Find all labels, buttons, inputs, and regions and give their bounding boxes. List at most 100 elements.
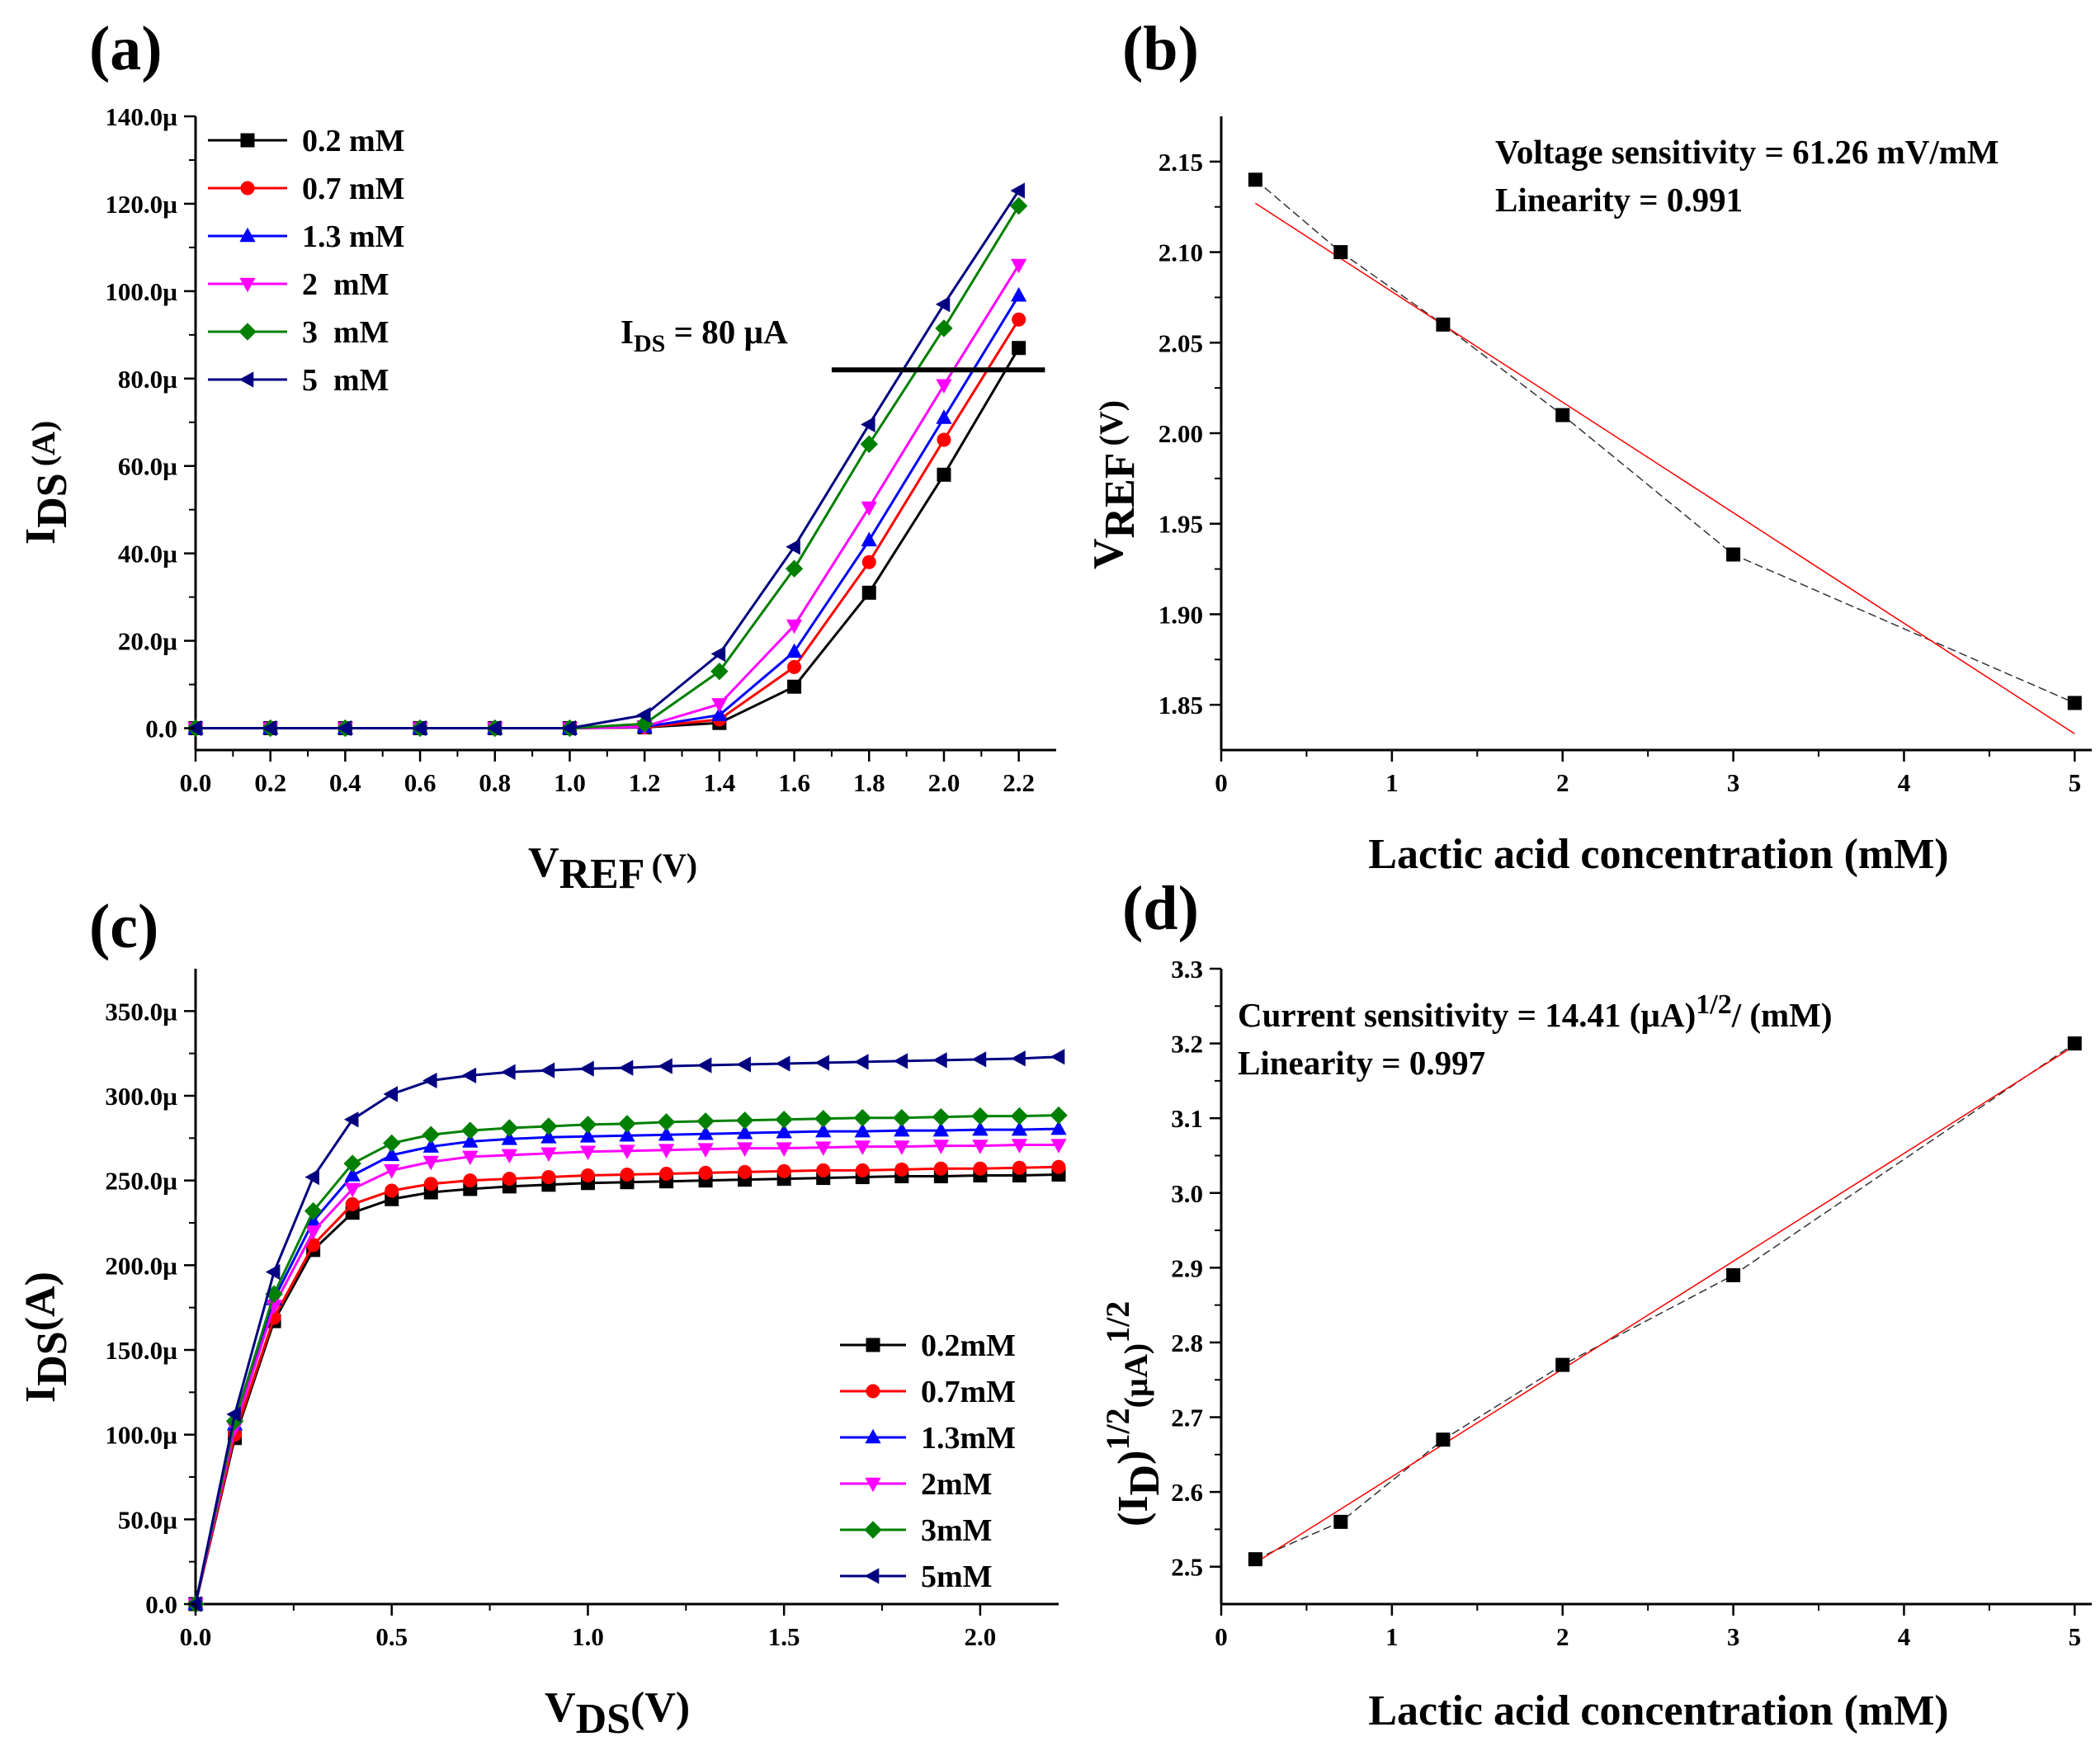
pd-x-tick-label: 5 [2069,1622,2082,1651]
pc-x-tick-label: 0.0 [180,1622,212,1651]
pd-connecting-line [1255,1042,2075,1560]
panel-a-x-ticks: 0.0 0.2 0.4 0.6 0.8 1.0 1.2 1.4 1.6 1.8 2.0 2.2 [180,750,1035,797]
panel-a-label: (a) [89,14,163,83]
pc-data-point [343,1154,361,1173]
panel-d-x-ticks: 0 1 2 3 4 5 [1215,1604,2081,1651]
pc-data-point [501,1064,516,1080]
pa-data-point [711,706,728,721]
pc-data-point [776,1142,792,1157]
pc-data-point [776,1123,792,1139]
panel-c: (c) 0.0 0.5 1.0 1.5 2.0 0.0 50.0µ 100.0µ 150.0µ… [17,892,1068,1743]
panel-d-y-axis-label: (ID)1/2(µA)1/2 [1099,1301,1168,1527]
pc-legend-label: 2mM [921,1467,993,1502]
pc-data-point [500,1119,519,1137]
pa-legend-entry: 3 mM [208,315,389,350]
pc-data-point [422,1072,437,1089]
pc-data-point [932,1121,950,1137]
pd-data-point [1555,1357,1570,1372]
pa-legend-label: 0.7 mM [302,172,405,206]
pa-data-point [262,720,276,737]
pc-y-tick-label: 100.0µ [105,1421,177,1450]
pa-data-point [1012,341,1026,356]
pc-data-point [502,1172,517,1187]
pc-x-tick-label: 0.5 [375,1622,408,1651]
pc-data-point [304,1168,319,1186]
pc-y-tick-label: 0.0 [145,1590,177,1619]
pc-data-point [1050,1049,1065,1065]
pb-y-tick-label: 2.00 [1159,419,1203,448]
pa-data-point [935,296,951,313]
pc-data-point [304,1225,322,1240]
pc-legend-entry: 1.3mM [840,1421,1016,1456]
pc-data-point [1010,1107,1029,1125]
pa-legend-entry: 1.3 mM [208,219,405,254]
panel-d-x-axis-label: Lactic acid concentration (mM) [1368,1687,1948,1734]
panel-d-text-sensitivity: Current sensitivity = 14.41 (µA)1/2/ (mM… [1238,989,1833,1034]
panel-c-x-axis-label: VDS(V) [545,1684,690,1743]
pc-data-point [893,1108,911,1127]
pa-y-tick-label: 40.0µ [118,540,177,569]
panel-b-label: (b) [1122,14,1199,83]
pc-legend-marker [865,1477,881,1493]
panel-a-annotation: IDS = 80 µA [621,313,788,357]
pb-x-tick-label: 4 [1898,768,1911,797]
pc-series-5 [186,1049,1065,1612]
pc-data-point [383,1134,401,1153]
pa-legend-label: 1.3 mM [302,219,405,254]
pc-legend-entry: 5mM [840,1560,993,1594]
pa-y-tick-label: 80.0µ [118,365,177,394]
pa-x-tick-label: 0.6 [404,768,437,797]
panel-d-y-ticks: 2.5 2.6 2.7 2.8 2.9 3.0 3.1 3.2 3.3 [1171,955,1221,1582]
pa-legend-label: 5 mM [302,363,389,398]
pa-data-point [785,559,804,578]
pa-data-point [486,720,502,737]
pc-data-point [698,1165,713,1180]
pc-data-point [1011,1121,1028,1136]
pa-y-tick-label: 100.0µ [105,277,177,306]
pc-data-point [853,1108,871,1127]
pa-data-point [861,531,877,547]
pd-x-tick-label: 1 [1385,1622,1399,1651]
pc-data-point [894,1162,909,1177]
pc-data-point [894,1140,910,1155]
pc-data-point [226,1406,241,1423]
pc-data-point [578,1116,597,1134]
pa-legend-entry: 5 mM [208,363,389,398]
panel-d: (d) 0 1 2 3 4 5 2.5 2.6 2.7 2.8 2.9 3.0 3.1 3.2 3.3 L… [1099,874,2092,1734]
pa-x-tick-label: 1.4 [703,768,735,797]
pc-legend-marker [866,1338,880,1352]
pc-x-tick-label: 1.5 [768,1622,800,1651]
pc-legend-marker [865,1428,881,1444]
pc-legend-marker [864,1568,880,1584]
pc-data-point [971,1051,987,1068]
pd-x-tick-label: 2 [1556,1622,1569,1651]
pa-data-point [861,585,876,600]
pb-fit-line [1254,202,2075,734]
pc-data-point [501,1149,518,1164]
pa-x-tick-label: 1.6 [778,768,810,797]
pc-data-point [659,1166,674,1181]
pc-data-point [265,1263,281,1281]
pc-data-point [344,1182,361,1198]
panel-a-y-ticks: 0.0 20.0µ 40.0µ 60.0µ 80.0µ 100.0µ 120.0µ 140.0… [105,102,196,743]
pc-data-point [1011,1050,1026,1067]
pa-data-point [936,379,952,394]
panel-d-plot-area [1220,969,2092,1606]
pc-data-point [854,1140,871,1155]
pb-x-tick-label: 5 [2069,768,2082,797]
pc-data-point [971,1107,989,1125]
pa-data-point [1009,196,1028,215]
panel-b-y-axis-label: VREF(V) [1085,400,1144,569]
pc-data-point [422,1138,439,1153]
pa-x-tick-label: 2.2 [1003,768,1035,797]
pa-legend-marker [240,133,255,148]
pd-x-tick-label: 4 [1898,1622,1911,1651]
pa-legend-label: 2 mM [302,267,389,302]
pc-x-tick-label: 1.0 [572,1622,604,1651]
pc-data-point [658,1144,675,1158]
pb-y-tick-label: 1.85 [1159,691,1203,720]
pc-legend-label: 3mM [921,1513,993,1548]
pa-x-tick-label: 1.2 [629,768,661,797]
pc-y-tick-label: 300.0µ [105,1082,177,1111]
